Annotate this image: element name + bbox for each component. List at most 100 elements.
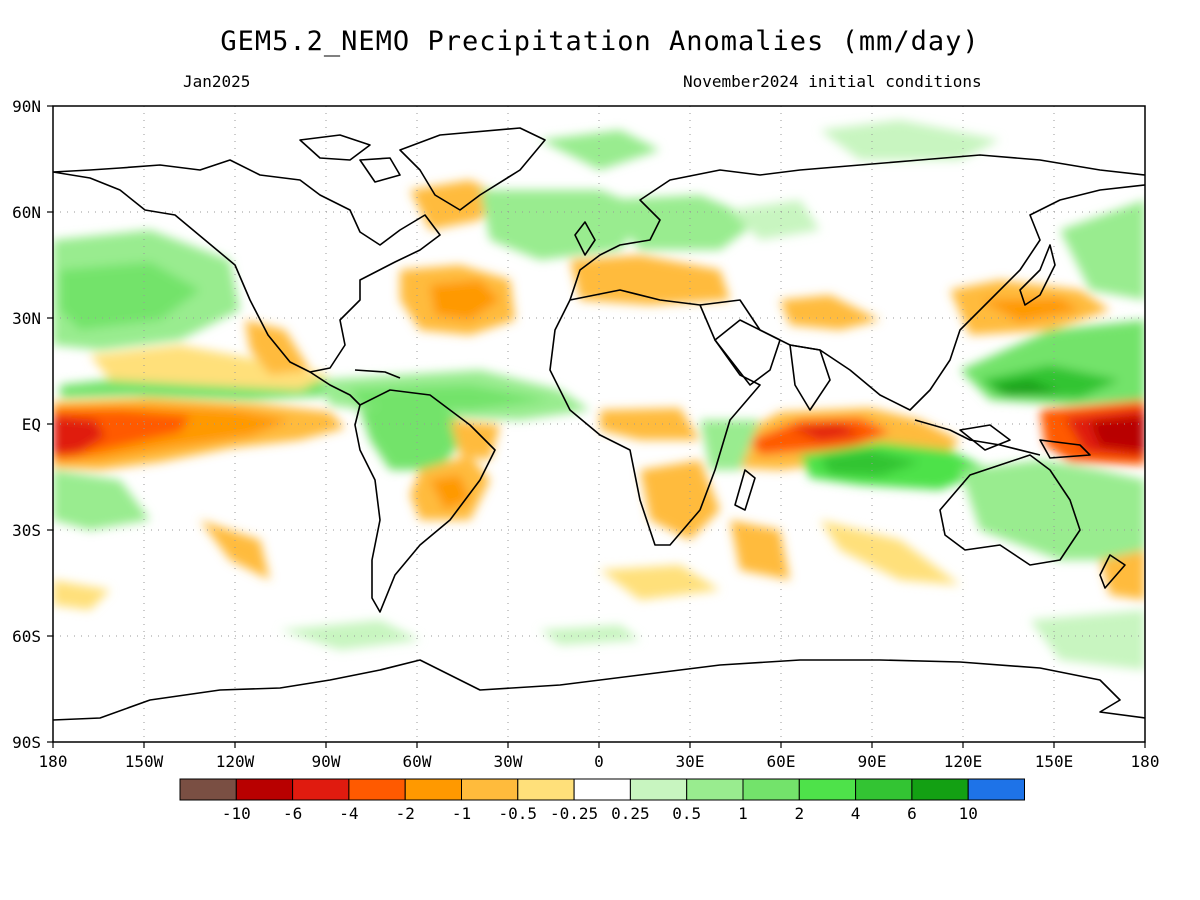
anomaly-region [640, 460, 720, 540]
colorbar-label: 0.5 [672, 804, 701, 823]
anomaly-region [960, 460, 1145, 560]
lon-tick-label: 90W [312, 752, 341, 771]
colorbar-label: 1 [738, 804, 748, 823]
graticule [53, 106, 1145, 742]
colorbar-swatch [292, 778, 350, 801]
anomaly-region [820, 520, 960, 585]
colorbar-label: -0.25 [550, 804, 598, 823]
coastline-india [789, 344, 831, 411]
coastline-new-zealand [1099, 554, 1126, 589]
anomaly-region [430, 280, 500, 320]
valid-month-label: Jan2025 [183, 72, 251, 91]
anomaly-region [1100, 550, 1145, 600]
lon-tick-label: 0 [594, 752, 604, 771]
anomaly-region [60, 262, 200, 330]
lon-tick-label: 60E [767, 752, 796, 771]
anomaly-region [780, 295, 880, 330]
anomaly-region [200, 520, 270, 580]
colorbar-label: 2 [794, 804, 804, 823]
anomaly-region [410, 180, 500, 230]
coastline-central-america [309, 371, 361, 406]
anomaly-region [53, 416, 105, 455]
lon-tick-label: 120W [216, 752, 255, 771]
coastline-greenland [399, 127, 546, 211]
lon-tick-label: 180 [39, 752, 68, 771]
colorbar-swatch [517, 778, 575, 801]
colorbar-label: -10 [222, 804, 251, 823]
colorbar-swatch [911, 778, 969, 801]
lat-tick-label: EQ [22, 415, 41, 434]
initial-conditions-label: November2024 initial conditions [683, 72, 982, 91]
coastline-asia [699, 184, 1145, 411]
anomaly-region [53, 470, 150, 530]
lon-tick-label: 120E [944, 752, 983, 771]
colorbar-swatch [798, 778, 857, 801]
coastline-japan [1019, 244, 1056, 306]
coastline-arctic-islands [299, 134, 371, 161]
anomaly-region [90, 345, 330, 390]
colorbar-swatch [235, 778, 294, 801]
colorbar-label: -4 [339, 804, 358, 823]
colorbar [179, 778, 1026, 801]
lon-tick-label: 30E [676, 752, 705, 771]
anomaly-region [600, 565, 720, 600]
colorbar-label: -2 [396, 804, 415, 823]
coastline-australia [939, 454, 1081, 566]
anomaly-region [53, 580, 110, 610]
anomaly-region [730, 200, 820, 240]
colorbar-label: 4 [851, 804, 861, 823]
coastline-europe [569, 154, 1145, 301]
coastline-arctic-islands [359, 157, 401, 183]
colorbar-label: -1 [452, 804, 471, 823]
colorbar-label: 6 [907, 804, 917, 823]
colorbar-label: -6 [283, 804, 302, 823]
anomaly-shading [53, 120, 1145, 670]
anomaly-region [540, 625, 640, 645]
colorbar-swatch [686, 778, 744, 801]
anomaly-region [360, 395, 470, 470]
map-title: GEM5.2_NEMO Precipitation Anomalies (mm/… [220, 26, 980, 57]
colorbar-label: 10 [959, 804, 978, 823]
anomaly-region [450, 420, 500, 460]
coastline-south-america [354, 389, 496, 613]
colorbar-swatch [404, 778, 463, 801]
lat-tick-label: 90S [12, 733, 41, 752]
lon-tick-label: 60W [403, 752, 432, 771]
colorbar-swatch [855, 778, 913, 801]
lon-tick-label: 90E [858, 752, 887, 771]
coastline-indonesia [959, 424, 1011, 451]
anomaly-region [820, 450, 920, 476]
anomaly-region [600, 408, 700, 440]
anomaly-region [430, 475, 470, 510]
colorbar-swatch [348, 778, 406, 801]
coastline-antarctica [53, 659, 1145, 721]
anomaly-region [730, 520, 790, 580]
lon-tick-label: 150W [125, 752, 164, 771]
coastline-arabia [714, 319, 781, 386]
anomaly-region [990, 380, 1060, 396]
colorbar-swatch [967, 778, 1026, 801]
coastline-british-isles [574, 221, 596, 256]
colorbar-label: 0.25 [611, 804, 650, 823]
lat-tick-label: 90N [12, 97, 41, 116]
anomaly-region [700, 420, 760, 470]
lat-tick-label: 30S [12, 521, 41, 540]
colorbar-swatch [461, 778, 519, 801]
coastline-maritime-continent [914, 419, 1041, 456]
lat-tick-label: 30N [12, 309, 41, 328]
longitude-axis: 180 150W 120W 90W 60W 30W 0 30E 60E 90E 120E 150E 18… [39, 742, 1160, 771]
colorbar-swatch [742, 778, 800, 801]
anomaly-region [540, 130, 660, 170]
colorbar-labels: -10 -6 -4 -2 -1 -0.5 -0.25 0.25 0.5 1 2 4 6 10 [222, 804, 978, 823]
coastline-new-guinea [1039, 439, 1091, 459]
anomaly-region [980, 298, 1080, 322]
colorbar-swatch [629, 778, 688, 801]
anomaly-region [1030, 610, 1145, 670]
lon-tick-label: 30W [494, 752, 523, 771]
lon-tick-label: 180 [1131, 752, 1160, 771]
colorbar-swatch [179, 778, 237, 801]
anomaly-region [1090, 416, 1145, 452]
coastline-north-america [53, 159, 441, 373]
anomaly-region [790, 424, 860, 440]
